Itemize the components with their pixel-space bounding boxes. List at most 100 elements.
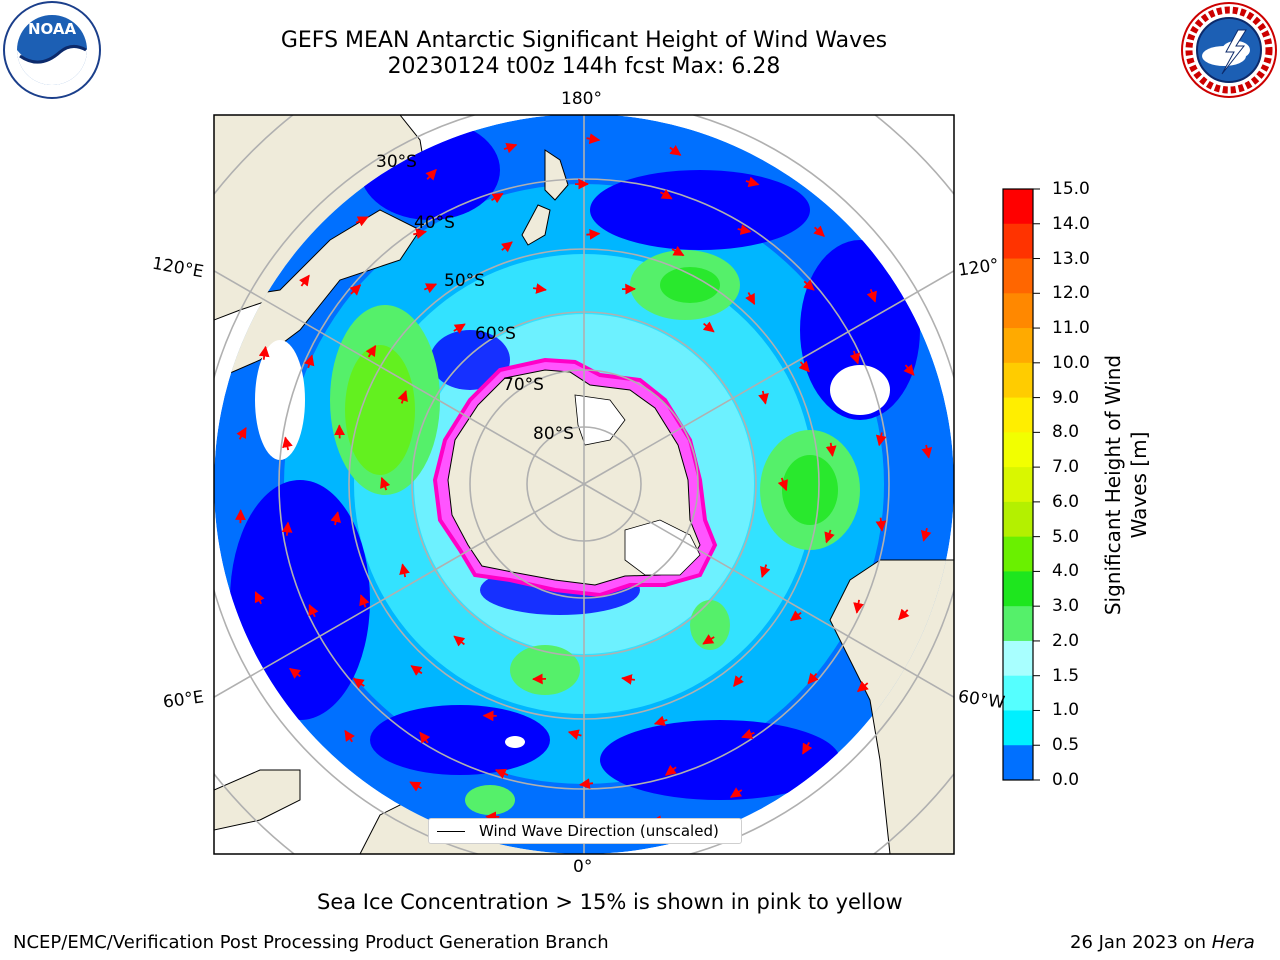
wave-direction-arrow (359, 594, 370, 608)
lat-label-40s: 40°S (414, 213, 455, 233)
colorbar-segment (1003, 710, 1033, 746)
wave-direction-arrow (410, 665, 423, 676)
lat-label-30s: 30°S (376, 152, 417, 172)
lon-label-0: 0° (573, 857, 593, 877)
colorbar-tick-label: 13.0 (1052, 248, 1090, 269)
colorbar-tick-label: 0.0 (1052, 770, 1080, 790)
wave-direction-arrow (798, 360, 810, 373)
wave-direction-arrow (586, 133, 601, 145)
wind-wave-arrows (235, 133, 933, 836)
wave-direction-arrow (298, 274, 310, 287)
wave-direction-arrow (659, 189, 673, 200)
wave-direction-arrow (745, 176, 760, 188)
colorbar-tick-label: 0.5 (1052, 735, 1080, 756)
wave-direction-arrow (903, 364, 915, 376)
wave-direction-arrow (875, 517, 887, 532)
colorbar-tick-label: 10.0 (1052, 352, 1090, 373)
wave-direction-arrow (824, 529, 835, 544)
wave-direction-arrow (365, 344, 377, 358)
colorbar-tick-label: 12.0 (1052, 283, 1090, 304)
wave-direction-arrow (856, 681, 869, 693)
wave-direction-arrow (289, 667, 301, 679)
legend-label: Wind Wave Direction (unscaled) (479, 822, 719, 840)
wave-direction-arrow (777, 477, 788, 492)
wave-direction-arrow (399, 563, 410, 578)
antarctica (432, 357, 718, 598)
wave-direction-arrow (802, 741, 813, 755)
lon-label-180: 180° (561, 89, 602, 109)
wave-direction-arrow (621, 674, 636, 685)
colorbar-segment (1003, 606, 1033, 642)
wave-direction-arrow (303, 354, 315, 369)
wave-direction-arrow (503, 142, 518, 154)
colorbar-tick-label: 5.0 (1052, 526, 1080, 547)
colorbar-tick-label: 8.0 (1052, 422, 1080, 443)
colorbar-label-line1: Significant Height of Wind (1101, 354, 1125, 616)
colorbar-segment (1003, 536, 1033, 572)
wave-direction-arrow (671, 245, 685, 257)
colorbar-tick-label: 1.0 (1052, 700, 1080, 721)
wave-direction-arrow (579, 778, 594, 789)
ross-ice-shelf (574, 394, 626, 446)
chart-title: GEFS MEAN Antarctic Significant Height o… (280, 28, 888, 53)
wave-direction-arrow (409, 781, 422, 792)
colorbar-segment (1003, 467, 1033, 503)
footer-date-text: 26 Jan 2023 on (1070, 932, 1212, 953)
colorbar-segment (1003, 675, 1033, 711)
wave-direction-arrow (413, 228, 428, 239)
wave-direction-arrow (741, 728, 755, 739)
wave-direction-arrow (330, 511, 341, 526)
footer-credit: NCEP/EMC/Verification Post Processing Pr… (13, 932, 609, 953)
wave-direction-arrow (494, 768, 509, 779)
wave-direction-arrow (501, 241, 513, 253)
wave-direction-arrow (825, 442, 837, 457)
lat-label-50s: 50°S (444, 271, 485, 291)
wave-direction-arrow (745, 292, 756, 306)
colorbar-segment (1003, 397, 1033, 433)
footer-machine: Hera (1211, 932, 1255, 953)
colorbar-tick-label: 1.5 (1052, 665, 1080, 686)
colorbar-label-line2: Waves [m] (1127, 431, 1151, 539)
lat-label-70s: 70°S (503, 375, 544, 395)
wave-direction-arrow (586, 229, 601, 240)
colorbar-segment (1003, 293, 1033, 329)
wave-direction-arrow (813, 225, 825, 237)
colorbar-segment (1003, 258, 1033, 294)
colorbar-segment (1003, 328, 1033, 364)
wave-direction-arrow (758, 390, 769, 405)
nws-logo (1181, 2, 1277, 98)
footer-date: 26 Jan 2023 on Hera (1070, 932, 1255, 953)
wave-direction-arrow (702, 634, 715, 645)
colorbar-segment (1003, 223, 1033, 260)
colorbar-tick-label: 6.0 (1052, 491, 1080, 512)
colorbar-tick-label: 15.0 (1052, 179, 1090, 199)
wave-direction-arrow (898, 608, 910, 621)
wave-direction-arrow (236, 426, 247, 440)
africa-land (214, 769, 301, 831)
wave-direction-arrow (423, 283, 438, 294)
map-legend: Wind Wave Direction (unscaled) (428, 818, 742, 844)
colorbar (1003, 189, 1033, 781)
colorbar-tick-label: 4.0 (1052, 561, 1080, 582)
wave-direction-arrow (281, 521, 293, 536)
map-frame (213, 114, 955, 855)
chart-subtitle: 20230124 t00z 144h fcst Max: 6.28 (387, 54, 781, 79)
wave-direction-arrow (921, 444, 933, 459)
wave-direction-arrow (853, 599, 864, 614)
wave-direction-arrow (453, 635, 466, 647)
noaa-logo-text: NOAA (28, 20, 77, 38)
wave-direction-arrow (491, 192, 504, 204)
wave-direction-arrow (664, 764, 677, 776)
wave-direction-arrow (254, 591, 265, 605)
wave-direction-arrow (920, 527, 932, 542)
wave-direction-arrow (733, 675, 745, 688)
colorbar-tick-label: 2.0 (1052, 630, 1080, 651)
lat-label-80s: 80°S (533, 424, 574, 444)
weddell-ice (624, 519, 701, 576)
wave-direction-arrow (419, 731, 431, 744)
wave-direction-arrow (737, 224, 752, 235)
wave-direction-arrow (653, 715, 668, 726)
wave-direction-arrow (669, 145, 682, 156)
wave-direction-arrow (453, 323, 466, 334)
